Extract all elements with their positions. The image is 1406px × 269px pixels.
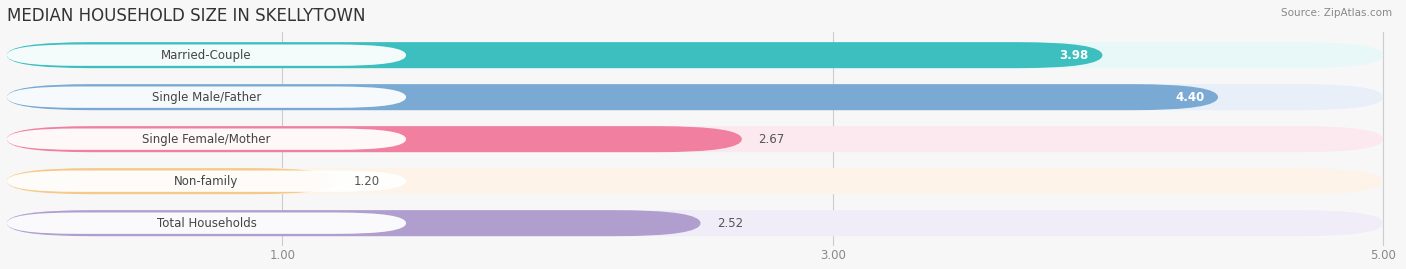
Text: Source: ZipAtlas.com: Source: ZipAtlas.com <box>1281 8 1392 18</box>
Text: Total Households: Total Households <box>156 217 256 230</box>
FancyBboxPatch shape <box>7 84 1218 110</box>
FancyBboxPatch shape <box>7 171 406 192</box>
FancyBboxPatch shape <box>7 126 1384 152</box>
FancyBboxPatch shape <box>7 168 1384 194</box>
FancyBboxPatch shape <box>7 129 406 150</box>
Text: 4.40: 4.40 <box>1175 91 1204 104</box>
FancyBboxPatch shape <box>7 42 1384 68</box>
FancyBboxPatch shape <box>7 44 406 66</box>
Text: Single Male/Father: Single Male/Father <box>152 91 262 104</box>
FancyBboxPatch shape <box>7 213 406 234</box>
Text: MEDIAN HOUSEHOLD SIZE IN SKELLYTOWN: MEDIAN HOUSEHOLD SIZE IN SKELLYTOWN <box>7 7 366 25</box>
FancyBboxPatch shape <box>7 168 337 194</box>
FancyBboxPatch shape <box>7 210 700 236</box>
Text: Non-family: Non-family <box>174 175 239 188</box>
FancyBboxPatch shape <box>7 42 1102 68</box>
Text: Married-Couple: Married-Couple <box>162 49 252 62</box>
FancyBboxPatch shape <box>7 87 406 108</box>
Text: 2.67: 2.67 <box>758 133 785 146</box>
Text: 3.98: 3.98 <box>1059 49 1088 62</box>
Text: Single Female/Mother: Single Female/Mother <box>142 133 271 146</box>
FancyBboxPatch shape <box>7 210 1384 236</box>
Text: 1.20: 1.20 <box>354 175 380 188</box>
FancyBboxPatch shape <box>7 84 1384 110</box>
Text: 2.52: 2.52 <box>717 217 744 230</box>
FancyBboxPatch shape <box>7 126 742 152</box>
